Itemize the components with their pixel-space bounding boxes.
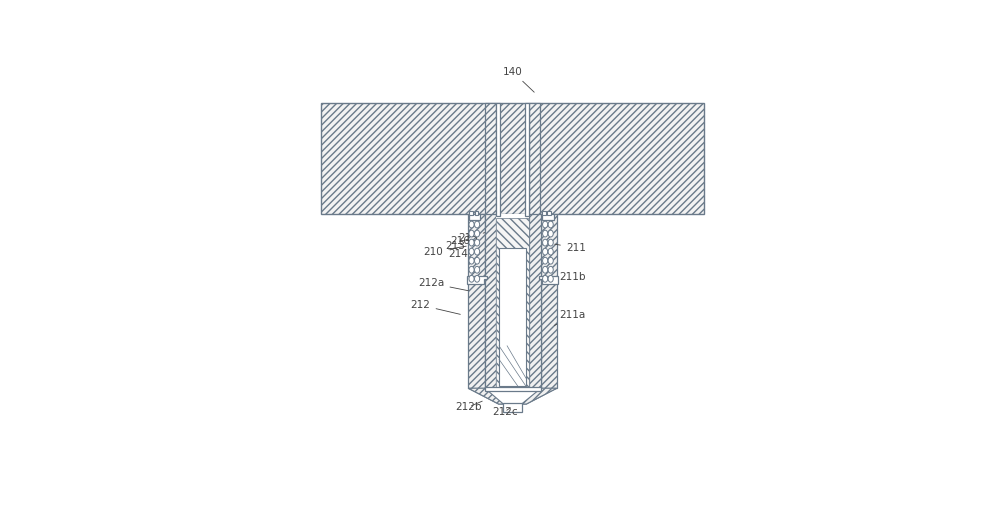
Ellipse shape: [475, 258, 480, 264]
Ellipse shape: [475, 221, 480, 228]
Ellipse shape: [548, 239, 553, 246]
Ellipse shape: [469, 230, 474, 237]
Ellipse shape: [475, 266, 480, 273]
Ellipse shape: [469, 248, 474, 255]
Bar: [485, 214, 496, 388]
Bar: [496, 103, 500, 216]
Text: 213: 213: [445, 241, 476, 251]
Ellipse shape: [548, 266, 553, 273]
Bar: [469, 214, 480, 220]
Bar: [496, 218, 529, 388]
Ellipse shape: [475, 248, 480, 255]
Text: 216: 216: [450, 234, 477, 246]
Bar: [475, 211, 478, 215]
Ellipse shape: [469, 239, 474, 246]
Ellipse shape: [543, 239, 548, 246]
Ellipse shape: [548, 221, 553, 228]
Text: 215: 215: [458, 233, 485, 243]
Bar: [468, 214, 485, 388]
Bar: [485, 103, 496, 218]
Ellipse shape: [469, 266, 474, 273]
Ellipse shape: [469, 258, 474, 264]
Text: 212b: 212b: [456, 401, 482, 412]
Bar: [542, 211, 546, 215]
Ellipse shape: [475, 230, 480, 237]
Bar: [529, 214, 541, 388]
Text: 212: 212: [411, 300, 460, 315]
Bar: [541, 214, 557, 388]
Ellipse shape: [548, 258, 553, 264]
Bar: [542, 214, 554, 220]
Ellipse shape: [548, 248, 553, 255]
Ellipse shape: [469, 276, 474, 282]
Ellipse shape: [543, 266, 548, 273]
Bar: [469, 211, 473, 215]
Polygon shape: [468, 388, 557, 404]
Bar: [496, 214, 529, 388]
Ellipse shape: [475, 276, 480, 282]
Text: 211a: 211a: [554, 310, 586, 325]
Bar: [485, 387, 541, 391]
Text: 210: 210: [423, 246, 466, 256]
Text: 140: 140: [503, 67, 534, 92]
Bar: [529, 103, 540, 218]
Polygon shape: [468, 388, 503, 404]
Bar: [547, 211, 551, 215]
Ellipse shape: [548, 276, 553, 282]
Ellipse shape: [548, 230, 553, 237]
Bar: [525, 103, 529, 216]
Text: 211: 211: [555, 243, 586, 253]
Ellipse shape: [475, 239, 480, 246]
Ellipse shape: [543, 276, 548, 282]
Text: 212c: 212c: [492, 407, 517, 417]
Ellipse shape: [469, 221, 474, 228]
Ellipse shape: [543, 230, 548, 237]
Ellipse shape: [543, 248, 548, 255]
Polygon shape: [539, 276, 558, 284]
Polygon shape: [522, 388, 557, 404]
Text: 214: 214: [448, 249, 476, 259]
Text: 212a: 212a: [418, 278, 468, 291]
Bar: [503, 403, 522, 412]
Bar: [321, 103, 704, 214]
Ellipse shape: [543, 221, 548, 228]
Ellipse shape: [543, 258, 548, 264]
Bar: [499, 248, 526, 386]
Bar: [485, 214, 541, 388]
Text: 211b: 211b: [552, 272, 586, 283]
Polygon shape: [467, 276, 487, 284]
